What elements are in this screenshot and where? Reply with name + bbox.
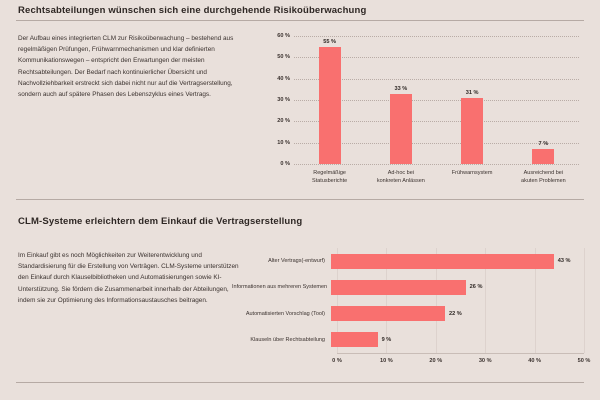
chart-1-category-label-line: konkreten Anlässen — [376, 177, 425, 184]
chart-1-category-label: Ausreichend bei akuten Problemen — [508, 170, 579, 185]
chart-1-y-tick-label: 20 % — [277, 118, 290, 125]
chart-1-category-label-line: Ausreichend bei — [523, 170, 564, 176]
chart-2-bar — [331, 253, 554, 269]
chart-1-gridline — [294, 142, 579, 144]
chart-2-gridline — [386, 248, 388, 353]
chart-2-x-tick-label: 10 % — [380, 358, 393, 364]
chart-2-gridline — [584, 248, 585, 353]
chart-2-bar-row: Informationen aus mehreren Systemen 26 % — [232, 275, 590, 299]
chart-2-x-tick-label: 50 % — [577, 358, 591, 364]
chart-1-y-tick-label: 60 % — [277, 33, 290, 39]
chart-1-gridline — [294, 57, 579, 59]
chart-2-bar — [331, 279, 466, 295]
chart-2-axis-line — [337, 353, 584, 354]
chart-1-category-label-line: Frühwarnsystem — [451, 170, 493, 176]
chart-2-bar-value: 22 % — [448, 310, 462, 317]
chart-2-category-label: Alter Vertrags(-entwurf) — [268, 258, 325, 265]
chart-2-x-tick-label: 0 % — [332, 358, 342, 364]
chart-2-bar — [331, 332, 378, 348]
section-2-title: CLM-Systeme erleichtern dem Einkauf die … — [18, 216, 303, 227]
chart-1-y-tick-label: 50 % — [277, 54, 290, 61]
chart-1-category-label-line: akuten Problemen — [521, 177, 566, 184]
chart-2-category-label: Klauseln über Rechtsabteilung — [250, 336, 325, 343]
chart-1-bar — [318, 46, 341, 164]
chart-2-gridline — [337, 248, 338, 353]
chart-contract-creation: Alter Vertrags(-entwurf) 43 % Informatione… — [232, 248, 590, 378]
chart-1-category-label: Frühwarnsystem — [437, 170, 508, 185]
chart-1-bar-value: 31 % — [465, 89, 479, 96]
section-2-body-text: Im Einkauf gibt es noch Möglichkeiten zu… — [18, 252, 239, 304]
chart-1-bar — [461, 97, 484, 164]
chart-1-gridline — [294, 36, 579, 37]
chart-2-x-axis-labels: 0 % 10 % 20 % 30 % 40 % 50 % — [332, 358, 590, 368]
chart-1-gridline — [294, 100, 579, 101]
chart-2-gridlines — [337, 248, 585, 353]
divider-bottom — [16, 382, 584, 383]
chart-1-y-tick-label: 40 % — [277, 75, 290, 82]
chart-2-x-tick-label: 20 % — [429, 358, 443, 364]
chart-1-bar-group: 31 % — [437, 36, 508, 164]
chart-1-bar — [532, 149, 555, 164]
chart-1-bar-value: 33 % — [394, 85, 408, 92]
chart-2-gridline — [435, 248, 437, 353]
chart-2-x-tick-label: 30 % — [478, 358, 492, 364]
chart-2-bar-row: Klauseln über Rechtsabteilung 9 % — [232, 328, 590, 352]
chart-1-bar-group: 7 % — [508, 36, 579, 164]
chart-1-gridline — [294, 164, 579, 165]
chart-2-bar — [331, 306, 445, 322]
chart-2-category-label: Automatisierten Vorschlag (Tool) — [245, 310, 325, 317]
chart-1-y-tick-label: 0 % — [280, 161, 290, 167]
divider-middle — [16, 199, 584, 200]
chart-1-bars: 55 % 33 % 31 % 7 % — [294, 36, 579, 164]
chart-2-x-tick-label: 40 % — [528, 358, 541, 364]
chart-2-bar-zone: 43 % — [331, 249, 590, 273]
chart-1-y-tick-label: 30 % — [277, 97, 290, 103]
chart-1-gridline — [294, 121, 579, 123]
chart-1-x-axis-labels: Regelmäßige Statusberichte Ad-hoc bei konkr… — [294, 170, 579, 185]
chart-1-category-label: Ad-hoc bei konkreten Anlässen — [365, 170, 436, 185]
chart-1-category-label-line: Statusberichte — [312, 177, 348, 184]
section-1-title: Rechtsabteilungen wünschen sich eine dur… — [18, 5, 367, 16]
chart-2-bar-value: 43 % — [557, 258, 571, 265]
chart-2-bar-row: Alter Vertrags(-entwurf) 43 % — [232, 249, 590, 273]
chart-1-bar — [389, 93, 412, 164]
chart-1-category-label: Regelmäßige Statusberichte — [294, 170, 365, 185]
chart-2-bar-row: Automatisierten Vorschlag (Tool) 22 % — [232, 302, 590, 326]
chart-2-bar-zone: 26 % — [331, 275, 590, 299]
chart-2-bar-zone: 22 % — [331, 302, 590, 326]
chart-1-category-label-line: Ad-hoc bei — [387, 170, 415, 176]
chart-2-category-label: Informationen aus mehreren Systemen — [232, 284, 328, 291]
chart-2-bar-value: 9 % — [381, 336, 392, 343]
chart-1-category-label-line: Regelmäßige — [313, 170, 346, 176]
divider-top — [16, 20, 584, 21]
chart-1-bar-group: 55 % — [294, 36, 365, 164]
chart-2-gridline — [534, 248, 536, 353]
chart-1-gridline — [294, 78, 579, 80]
chart-1-bar-value: 7 % — [538, 141, 549, 148]
chart-1-gridlines — [294, 36, 579, 165]
chart-2-bar-zone: 9 % — [331, 328, 590, 352]
chart-2-bars: Alter Vertrags(-entwurf) 43 % Informatione… — [232, 248, 590, 353]
chart-1-bar-group: 33 % — [365, 36, 436, 164]
chart-1-bar-value: 55 % — [323, 38, 336, 45]
chart-2-bar-value: 26 % — [469, 284, 483, 291]
chart-risk-monitoring: 60 % 50 % 40 % 30 % 20 % 10 % 0 % 55 % 33 % 31 %… — [262, 30, 587, 190]
chart-1-y-tick-label: 10 % — [277, 139, 290, 146]
section-1-body-text: Der Aufbau eines integrierten CLM zur Ri… — [18, 35, 234, 99]
chart-2-gridline — [485, 248, 487, 353]
